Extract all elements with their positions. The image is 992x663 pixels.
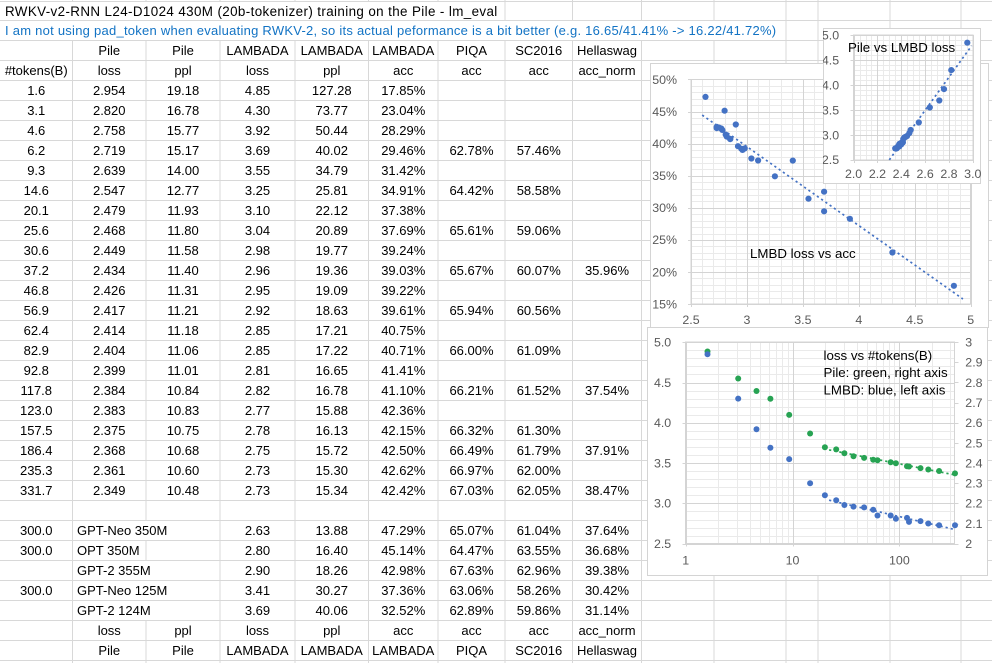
svg-text:4.5: 4.5 (906, 313, 923, 327)
svg-text:2.2: 2.2 (869, 167, 886, 181)
svg-text:LMBD loss vs acc: LMBD loss vs acc (750, 246, 856, 261)
svg-text:2.9: 2.9 (965, 356, 982, 370)
svg-text:2.5: 2.5 (965, 436, 982, 450)
svg-text:2.5: 2.5 (654, 537, 671, 551)
svg-text:15%: 15% (652, 297, 677, 311)
svg-text:3: 3 (965, 336, 972, 350)
svg-text:4.0: 4.0 (823, 78, 839, 92)
svg-text:2.2: 2.2 (965, 497, 982, 511)
svg-text:Pile vs LMBD loss: Pile vs LMBD loss (848, 40, 955, 55)
svg-text:30%: 30% (652, 201, 677, 215)
svg-text:Pile: green, right axis: Pile: green, right axis (824, 365, 949, 380)
svg-text:3.0: 3.0 (823, 128, 839, 142)
svg-text:35%: 35% (652, 169, 677, 183)
svg-text:5.0: 5.0 (823, 29, 839, 43)
svg-text:1: 1 (682, 554, 689, 568)
svg-text:3: 3 (743, 313, 750, 327)
svg-text:4.5: 4.5 (823, 53, 839, 67)
svg-text:50%: 50% (652, 73, 677, 87)
svg-text:2.0: 2.0 (845, 167, 862, 181)
svg-text:20%: 20% (652, 265, 677, 279)
svg-text:2: 2 (965, 537, 972, 551)
svg-text:40%: 40% (652, 137, 677, 151)
svg-text:2.3: 2.3 (965, 477, 982, 491)
svg-text:2.4: 2.4 (893, 167, 910, 181)
svg-text:LMBD: blue, left axis: LMBD: blue, left axis (824, 383, 946, 398)
svg-text:2.5: 2.5 (823, 153, 839, 167)
svg-text:3.0: 3.0 (654, 497, 671, 511)
svg-text:5.0: 5.0 (654, 336, 671, 350)
svg-text:10: 10 (786, 554, 800, 568)
svg-text:45%: 45% (652, 105, 677, 119)
svg-text:5: 5 (967, 313, 974, 327)
svg-text:2.6: 2.6 (917, 167, 934, 181)
svg-text:25%: 25% (652, 233, 677, 247)
svg-text:3.5: 3.5 (823, 103, 839, 117)
svg-text:loss vs #tokens(B): loss vs #tokens(B) (824, 348, 933, 363)
svg-text:2.6: 2.6 (965, 416, 982, 430)
svg-text:2.8: 2.8 (965, 376, 982, 390)
svg-text:4.0: 4.0 (654, 416, 671, 430)
svg-text:2.5: 2.5 (682, 313, 699, 327)
svg-text:2.4: 2.4 (965, 456, 982, 470)
svg-text:4: 4 (855, 313, 862, 327)
svg-text:2.8: 2.8 (940, 167, 957, 181)
svg-text:2.1: 2.1 (965, 517, 982, 531)
svg-text:4.5: 4.5 (654, 376, 671, 390)
svg-text:100: 100 (889, 554, 910, 568)
svg-text:3.0: 3.0 (964, 167, 981, 181)
svg-text:3.5: 3.5 (654, 456, 671, 470)
svg-text:2.7: 2.7 (965, 396, 982, 410)
svg-text:3.5: 3.5 (794, 313, 811, 327)
